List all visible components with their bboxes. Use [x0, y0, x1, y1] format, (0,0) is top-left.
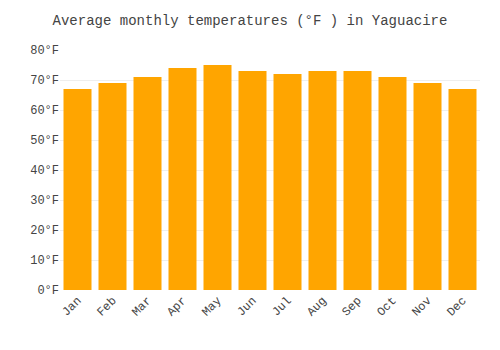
svg-text:Dec: Dec — [444, 294, 469, 319]
svg-text:May: May — [199, 294, 224, 319]
svg-text:Jul: Jul — [269, 294, 294, 319]
svg-text:Mar: Mar — [129, 294, 154, 319]
svg-text:80°F: 80°F — [30, 44, 59, 58]
svg-text:40°F: 40°F — [30, 164, 59, 178]
svg-text:70°F: 70°F — [30, 74, 59, 88]
svg-text:Average monthly temperatures (: Average monthly temperatures (°F ) in Ya… — [53, 13, 448, 29]
svg-text:Aug: Aug — [304, 294, 329, 319]
svg-text:0°F: 0°F — [37, 284, 59, 298]
svg-text:10°F: 10°F — [30, 254, 59, 268]
svg-text:Oct: Oct — [374, 294, 399, 319]
svg-text:20°F: 20°F — [30, 224, 59, 238]
svg-text:50°F: 50°F — [30, 134, 59, 148]
svg-text:Nov: Nov — [409, 294, 434, 319]
svg-text:Jan: Jan — [59, 294, 84, 319]
svg-text:Apr: Apr — [164, 294, 189, 319]
svg-text:30°F: 30°F — [30, 194, 59, 208]
svg-text:Sep: Sep — [339, 294, 364, 319]
svg-text:Feb: Feb — [94, 294, 119, 319]
svg-text:Jun: Jun — [234, 294, 259, 319]
svg-text:60°F: 60°F — [30, 104, 59, 118]
